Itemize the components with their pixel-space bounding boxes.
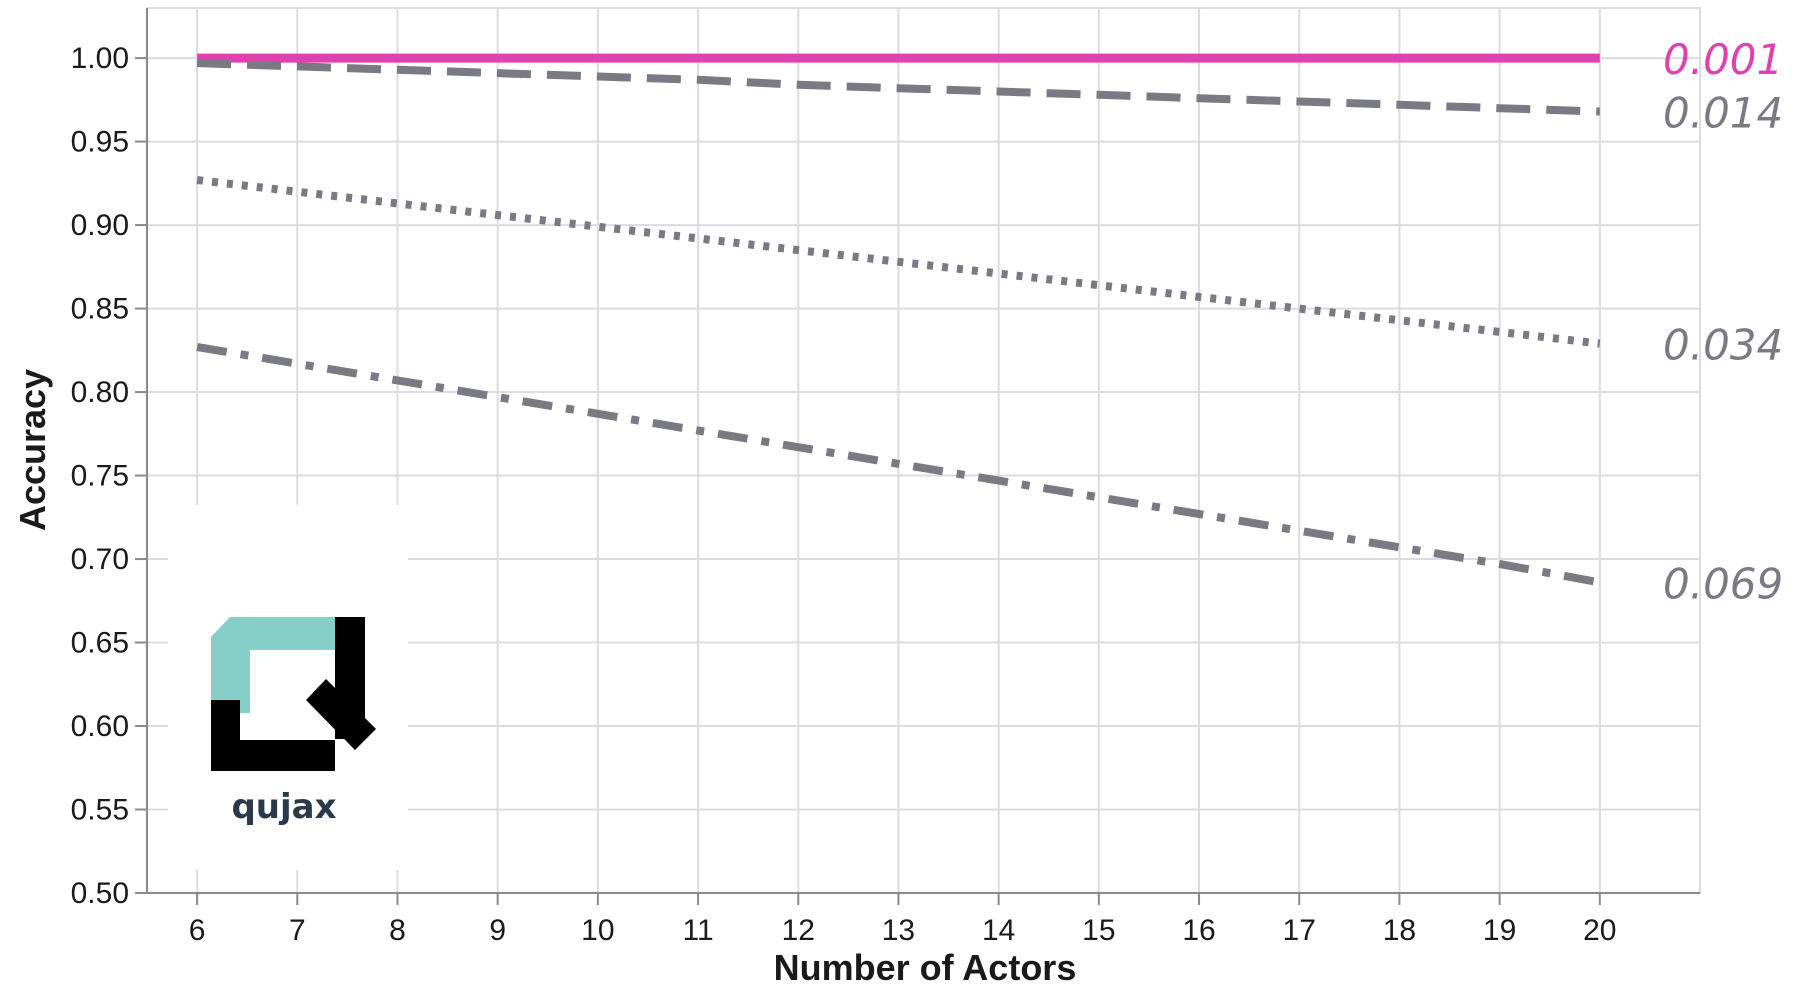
y-tick-label: 0.80 <box>71 376 129 409</box>
series-end-label: 0.069 <box>1663 559 1783 608</box>
x-tick-label: 15 <box>1082 914 1115 947</box>
x-tick-label: 19 <box>1483 914 1516 947</box>
x-tick-label: 12 <box>782 914 815 947</box>
x-tick-label: 16 <box>1182 914 1215 947</box>
x-tick-label: 10 <box>581 914 614 947</box>
qujax-logo: qujax <box>168 505 408 870</box>
y-tick-label: 0.75 <box>71 460 129 493</box>
y-tick-labels: 0.50 0.55 0.60 0.65 0.70 0.75 0.80 0.85 0.90 0.95… <box>71 42 129 910</box>
x-tick-label: 17 <box>1283 914 1316 947</box>
y-axis-title: Accuracy <box>12 369 53 531</box>
y-tick-label: 0.90 <box>71 209 129 242</box>
y-tick-label: 0.95 <box>71 126 129 159</box>
series-line-0.014 <box>196 59 1600 116</box>
series-line-0.034 <box>196 176 1601 348</box>
x-tick-label: 14 <box>982 914 1015 947</box>
x-tick-label: 6 <box>189 914 206 947</box>
series-lines <box>196 53 1601 587</box>
logo-teal-shape <box>211 617 336 713</box>
x-tick-label: 20 <box>1583 914 1616 947</box>
x-tick-label: 13 <box>882 914 915 947</box>
series-line-0.069 <box>196 343 1601 587</box>
y-tick-label: 0.55 <box>71 794 129 827</box>
x-tick-label: 9 <box>489 914 506 947</box>
y-tick-label: 0.70 <box>71 543 129 576</box>
axes <box>135 8 1700 905</box>
x-tick-label: 18 <box>1383 914 1416 947</box>
y-tick-label: 0.50 <box>71 877 129 910</box>
logo-text: qujax <box>231 787 336 827</box>
x-tick-label: 11 <box>682 914 713 947</box>
y-tick-label: 0.60 <box>71 710 129 743</box>
logo-dark-shape <box>211 617 365 771</box>
series-end-label: 0.001 <box>1663 35 1783 84</box>
y-tick-label: 0.85 <box>71 293 129 326</box>
x-tick-label: 8 <box>389 914 406 947</box>
series-end-label: 0.014 <box>1663 89 1783 138</box>
series-end-labels: 0.001 0.014 0.034 0.069 <box>1663 35 1783 608</box>
x-axis-title: Number of Actors <box>774 947 1077 988</box>
y-tick-label: 1.00 <box>71 42 129 75</box>
logo-background <box>168 505 408 870</box>
logo-q-tail <box>306 679 376 750</box>
x-tick-labels: 6 7 8 9 10 11 12 13 14 15 16 17 18 19 20 <box>189 914 1617 947</box>
series-end-label: 0.034 <box>1663 321 1783 370</box>
y-tick-label: 0.65 <box>71 627 129 660</box>
x-tick-label: 7 <box>289 914 306 947</box>
